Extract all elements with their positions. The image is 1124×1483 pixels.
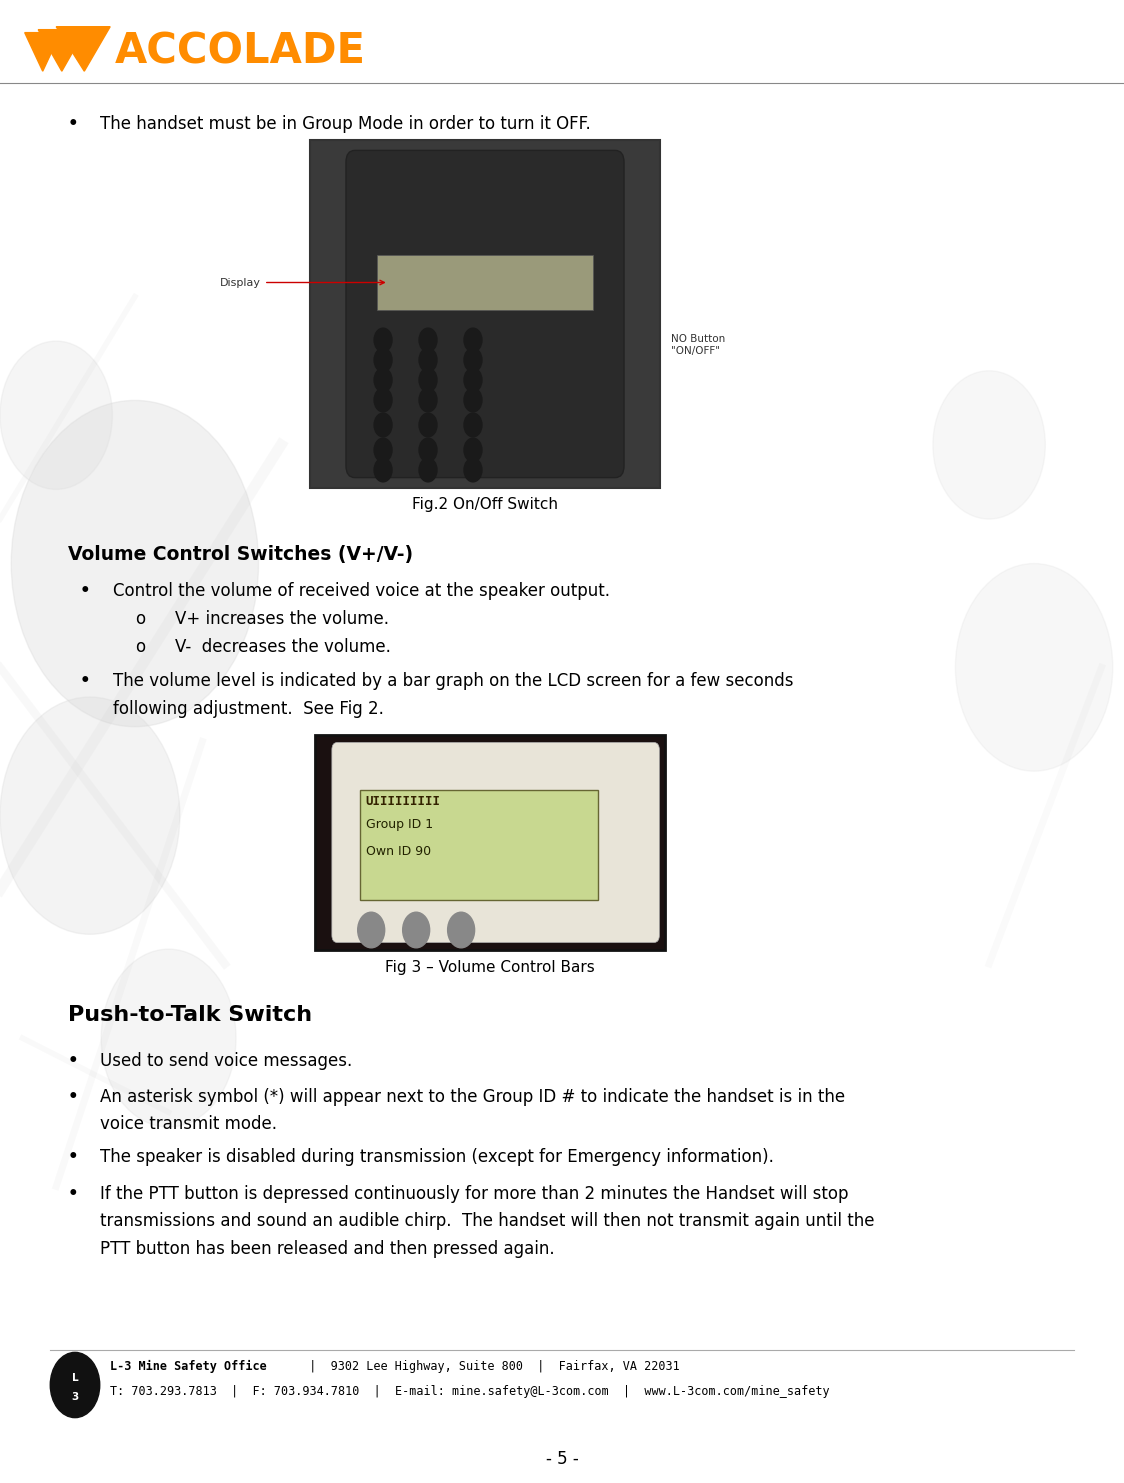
Circle shape xyxy=(464,328,482,351)
Circle shape xyxy=(464,458,482,482)
Text: T: 703.293.7813  |  F: 703.934.7810  |  E-mail: mine.safety@L-3com.com  |  www.L: T: 703.293.7813 | F: 703.934.7810 | E-ma… xyxy=(110,1385,830,1398)
Text: |  9302 Lee Highway, Suite 800  |  Fairfax, VA 22031: | 9302 Lee Highway, Suite 800 | Fairfax,… xyxy=(296,1360,680,1373)
Circle shape xyxy=(357,912,384,948)
Text: The handset must be in Group Mode in order to turn it OFF.: The handset must be in Group Mode in ord… xyxy=(100,116,591,133)
Text: NO Button
"ON/OFF": NO Button "ON/OFF" xyxy=(671,334,725,356)
FancyBboxPatch shape xyxy=(346,150,624,478)
Text: L: L xyxy=(72,1373,79,1382)
Circle shape xyxy=(0,697,180,934)
Text: V+ increases the volume.: V+ increases the volume. xyxy=(175,610,389,627)
Circle shape xyxy=(419,458,437,482)
Circle shape xyxy=(402,912,429,948)
Circle shape xyxy=(464,349,482,372)
Circle shape xyxy=(419,349,437,372)
FancyBboxPatch shape xyxy=(378,255,592,310)
Circle shape xyxy=(374,458,392,482)
Text: Used to send voice messages.: Used to send voice messages. xyxy=(100,1051,352,1071)
Text: PTT button has been released and then pressed again.: PTT button has been released and then pr… xyxy=(100,1240,554,1258)
Text: Push-to-Talk Switch: Push-to-Talk Switch xyxy=(67,1005,312,1025)
Text: •: • xyxy=(80,581,91,601)
Polygon shape xyxy=(56,27,110,71)
Text: Group ID 1: Group ID 1 xyxy=(365,819,433,830)
Text: •: • xyxy=(80,672,91,690)
Circle shape xyxy=(419,437,437,461)
Text: 3: 3 xyxy=(72,1393,79,1401)
Circle shape xyxy=(374,414,392,437)
Circle shape xyxy=(464,368,482,392)
Circle shape xyxy=(101,949,236,1127)
Polygon shape xyxy=(25,33,61,71)
Text: Control the volume of received voice at the speaker output.: Control the volume of received voice at … xyxy=(114,581,610,601)
Circle shape xyxy=(419,368,437,392)
Circle shape xyxy=(464,437,482,461)
Text: L-3 Mine Safety Office: L-3 Mine Safety Office xyxy=(110,1360,266,1373)
Circle shape xyxy=(464,414,482,437)
FancyBboxPatch shape xyxy=(360,790,598,900)
Circle shape xyxy=(374,368,392,392)
Circle shape xyxy=(374,437,392,461)
FancyBboxPatch shape xyxy=(310,139,660,488)
Circle shape xyxy=(51,1352,100,1418)
Text: •: • xyxy=(67,1089,79,1106)
Text: o: o xyxy=(135,610,145,627)
Text: Own ID 90: Own ID 90 xyxy=(365,845,430,859)
Text: The volume level is indicated by a bar graph on the LCD screen for a few seconds: The volume level is indicated by a bar g… xyxy=(114,672,794,690)
Text: •: • xyxy=(67,116,79,133)
Text: voice transmit mode.: voice transmit mode. xyxy=(100,1115,277,1133)
Text: If the PTT button is depressed continuously for more than 2 minutes the Handset : If the PTT button is depressed continuou… xyxy=(100,1185,849,1203)
Text: The speaker is disabled during transmission (except for Emergency information).: The speaker is disabled during transmiss… xyxy=(100,1148,774,1166)
FancyBboxPatch shape xyxy=(315,736,665,951)
Circle shape xyxy=(374,389,392,412)
Text: V-  decreases the volume.: V- decreases the volume. xyxy=(175,638,391,655)
Text: Display: Display xyxy=(220,277,384,288)
Text: o: o xyxy=(135,638,145,655)
Text: Fig.2 On/Off Switch: Fig.2 On/Off Switch xyxy=(413,497,558,512)
Polygon shape xyxy=(38,30,85,71)
Circle shape xyxy=(955,564,1113,771)
Circle shape xyxy=(419,414,437,437)
Text: •: • xyxy=(67,1051,79,1071)
Circle shape xyxy=(447,912,474,948)
Text: transmissions and sound an audible chirp.  The handset will then not transmit ag: transmissions and sound an audible chirp… xyxy=(100,1212,874,1229)
Text: Volume Control Switches (V+/V-): Volume Control Switches (V+/V-) xyxy=(67,544,414,564)
Text: An asterisk symbol (*) will appear next to the Group ID # to indicate the handse: An asterisk symbol (*) will appear next … xyxy=(100,1089,845,1106)
Text: •: • xyxy=(67,1148,79,1166)
Circle shape xyxy=(374,349,392,372)
Circle shape xyxy=(0,341,112,489)
Text: following adjustment.  See Fig 2.: following adjustment. See Fig 2. xyxy=(114,700,384,718)
Text: Fig 3 – Volume Control Bars: Fig 3 – Volume Control Bars xyxy=(386,960,595,974)
Circle shape xyxy=(933,371,1045,519)
Circle shape xyxy=(419,328,437,351)
Text: ACCOLADE: ACCOLADE xyxy=(115,31,365,73)
Circle shape xyxy=(11,400,259,727)
Circle shape xyxy=(374,328,392,351)
Text: - 5 -: - 5 - xyxy=(545,1450,579,1468)
Text: UIIIIIIIII: UIIIIIIIII xyxy=(365,795,441,808)
Circle shape xyxy=(419,389,437,412)
Circle shape xyxy=(464,389,482,412)
Text: •: • xyxy=(67,1185,79,1203)
FancyBboxPatch shape xyxy=(332,743,660,943)
